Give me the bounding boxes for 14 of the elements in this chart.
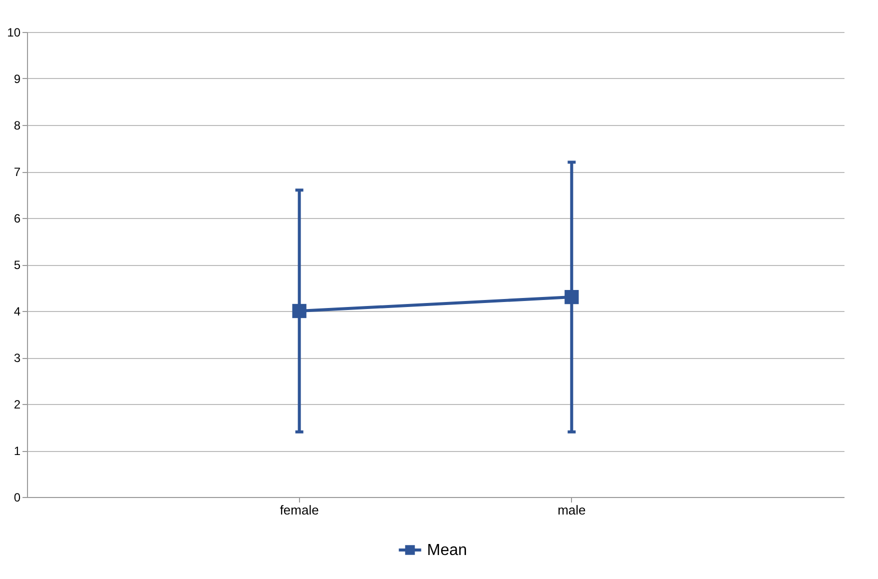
y-tick-label: 6 (14, 212, 21, 226)
y-tick-label: 0 (14, 490, 21, 504)
y-tick-label: 1 (14, 444, 21, 458)
y-tick-label: 9 (14, 72, 21, 86)
y-tick-label: 4 (14, 304, 21, 318)
y-tick-label: 3 (14, 351, 21, 365)
x-tick-label: female (280, 502, 319, 518)
y-tick-label: 2 (14, 398, 21, 412)
y-tick-label: 5 (14, 258, 21, 272)
y-tick-label: 10 (7, 26, 21, 40)
y-tick-label: 7 (14, 165, 21, 179)
y-tick-label: 8 (14, 118, 21, 132)
legend-label: Mean (427, 542, 468, 559)
x-tick-label: male (558, 502, 586, 518)
